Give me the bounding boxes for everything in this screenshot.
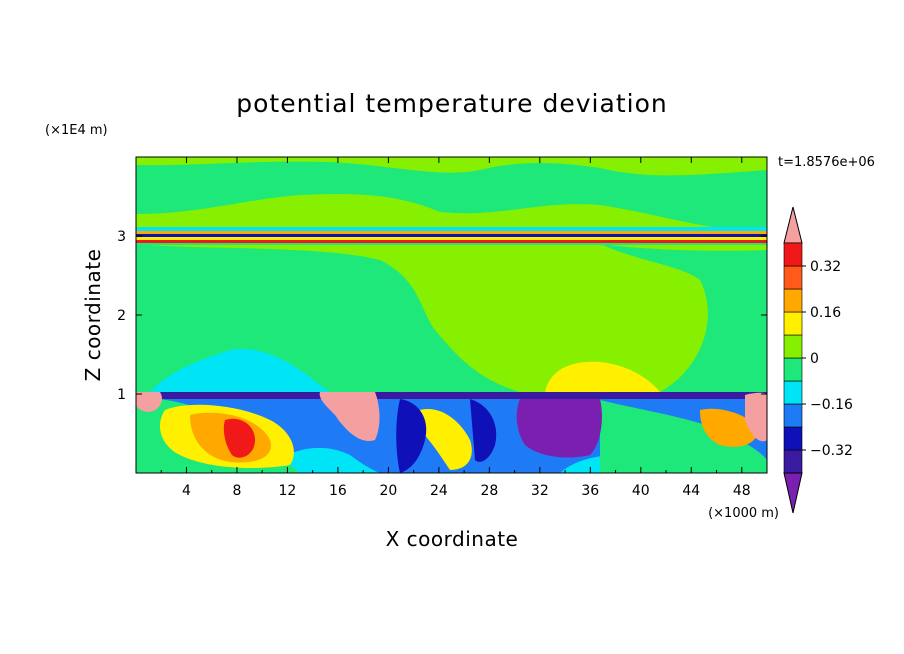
inversion-band-green <box>136 243 767 245</box>
x-tick-label: 20 <box>379 483 397 499</box>
bl-red <box>223 418 255 458</box>
x-axis-label: X coordinate <box>386 527 519 551</box>
y-tick-label: 2 <box>117 308 126 324</box>
colorbar-label: −0.32 <box>810 443 853 459</box>
colorbar-box <box>783 242 803 267</box>
inversion-band-red <box>136 240 767 243</box>
field-upper-region <box>136 157 767 232</box>
x-tick-label: 44 <box>682 483 700 499</box>
colorbar: 0.32 0.16 0 −0.16 −0.32 <box>783 206 853 514</box>
chart-title: potential temperature deviation <box>236 89 667 118</box>
field-mid-patch-right <box>600 244 767 392</box>
x-tick-label: 12 <box>279 483 297 499</box>
colorbar-label: 0 <box>810 351 819 367</box>
colorbar-box <box>783 449 803 474</box>
y-tick-label: 1 <box>117 387 126 403</box>
colorbar-box <box>783 311 803 336</box>
x-tick-label: 8 <box>232 483 241 499</box>
bl-top-band <box>136 392 767 399</box>
axes: 4 8 12 16 20 24 28 32 36 40 44 48 123 <box>117 156 768 499</box>
y-unit-label: (×1E4 m) <box>45 123 108 138</box>
field-mid-yellow <box>545 361 660 392</box>
colorbar-box <box>783 357 803 382</box>
y-tick-label: 3 <box>117 229 126 245</box>
colorbar-bottom-arrow <box>783 472 803 514</box>
colorbar-box <box>783 265 803 290</box>
x-unit-label: (×1000 m) <box>708 506 779 521</box>
x-axis-ticks: 4 8 12 16 20 24 28 32 36 40 44 48 <box>160 157 751 499</box>
x-tick-label: 24 <box>430 483 448 499</box>
bl-green <box>136 398 767 473</box>
inversion-band-yellow <box>136 237 767 240</box>
x-tick-label: 40 <box>632 483 650 499</box>
time-label: t=1.8576e+06 <box>778 155 875 170</box>
colorbar-label: −0.16 <box>810 397 853 413</box>
bl-orange <box>190 408 760 463</box>
colorbar-box <box>783 403 803 428</box>
plot-area <box>136 157 767 473</box>
x-tick-label: 4 <box>182 483 191 499</box>
colorbar-label: 0.16 <box>810 305 841 321</box>
field-upper-patch <box>136 157 767 176</box>
x-tick-label: 16 <box>329 483 347 499</box>
colorbar-box <box>783 380 803 405</box>
field-mid-cyan <box>150 349 330 392</box>
colorbar-top-arrow <box>783 206 803 244</box>
x-tick-label: 28 <box>480 483 498 499</box>
colorbar-label: 0.32 <box>810 259 841 275</box>
x-tick-label: 32 <box>531 483 549 499</box>
colorbar-box <box>783 426 803 451</box>
x-tick-label: 48 <box>733 483 751 499</box>
inversion-band-orange <box>136 231 767 234</box>
inversion-band-cyan <box>136 227 767 231</box>
colorbar-box <box>783 334 803 359</box>
y-axis-ticks: 1 2 3 <box>117 229 767 403</box>
bl-darkblue <box>396 399 497 473</box>
x-tick-label: 36 <box>581 483 599 499</box>
bl-purple <box>516 399 602 458</box>
y-axis-label: Z coordinate <box>81 249 105 382</box>
inversion-band-blue <box>136 234 767 237</box>
colorbar-box <box>783 288 803 313</box>
